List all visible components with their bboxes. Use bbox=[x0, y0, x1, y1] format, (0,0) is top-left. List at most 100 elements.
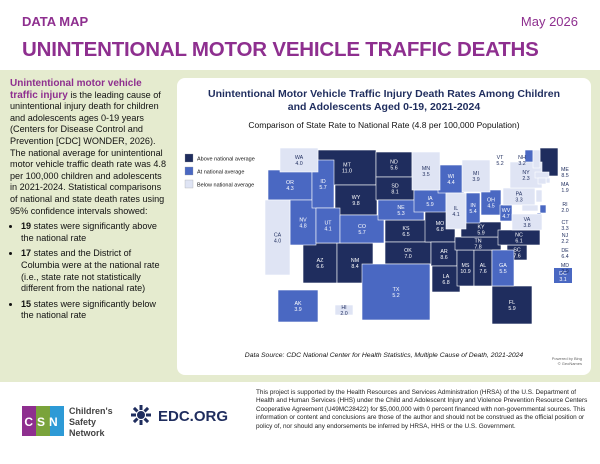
kicker: DATA MAP bbox=[22, 14, 89, 29]
legend-swatch bbox=[184, 179, 194, 189]
ray bbox=[143, 406, 150, 413]
sidebar: Unintentional motor vehicle traffic inju… bbox=[10, 78, 170, 326]
bullet: 19 states were significantly above the n… bbox=[21, 221, 170, 244]
state-value: 3.5 bbox=[422, 172, 429, 178]
state-abbr: IN bbox=[470, 203, 475, 209]
state-value: 7.0 bbox=[404, 254, 411, 260]
state-abbr: NM bbox=[351, 258, 359, 264]
date: May 2026 bbox=[520, 14, 578, 29]
state-abbr: HI bbox=[341, 305, 346, 311]
state-abbr: IL bbox=[454, 206, 458, 212]
state-abbr: MT bbox=[343, 163, 351, 169]
icon-core bbox=[137, 411, 145, 419]
state-value: 6.1 bbox=[515, 239, 522, 245]
bullets: 19 states were significantly above the n… bbox=[10, 221, 170, 322]
state-abbr: KS bbox=[402, 226, 410, 232]
state-abbr: WY bbox=[352, 195, 361, 201]
state-value: 8.1 bbox=[391, 190, 398, 196]
state-value: 4.1 bbox=[324, 227, 331, 233]
state-abbr: MO bbox=[436, 221, 445, 227]
ray bbox=[143, 417, 150, 424]
state bbox=[521, 204, 539, 212]
state-value: 1.9 bbox=[561, 188, 568, 194]
legend-label: Below national average bbox=[197, 183, 254, 189]
bullet-text: states were significantly below the nati… bbox=[21, 298, 156, 321]
csn-logo: CSN Children's Safety Network bbox=[22, 400, 132, 449]
state-abbr: CA bbox=[274, 233, 282, 239]
ray bbox=[131, 413, 136, 417]
state-abbr: VA bbox=[524, 217, 531, 223]
logo-name: Safety bbox=[69, 417, 96, 427]
logo-name: Network bbox=[69, 428, 106, 438]
state-value: 3.3 bbox=[515, 198, 522, 204]
state-value: 9.8 bbox=[352, 201, 359, 207]
state bbox=[411, 151, 441, 191]
legend-label: At national average bbox=[197, 170, 244, 176]
state bbox=[279, 147, 319, 173]
title: UNINTENTIONAL MOTOR VEHICLE TRAFFIC DEAT… bbox=[22, 38, 539, 61]
state-abbr: AR bbox=[440, 249, 448, 255]
credit: © GeoNames bbox=[558, 361, 582, 366]
state-abbr: OH bbox=[487, 198, 495, 204]
legend-swatch bbox=[184, 153, 194, 163]
state bbox=[334, 304, 354, 316]
state-callout bbox=[554, 268, 572, 283]
state-abbr: NC bbox=[515, 233, 523, 239]
state-abbr: CO bbox=[358, 224, 366, 230]
state-value: 4.4 bbox=[447, 180, 454, 186]
state-value: 4.3 bbox=[286, 186, 293, 192]
logo-block bbox=[36, 406, 50, 436]
state-abbr: OR bbox=[286, 180, 294, 186]
state-value: 7.6 bbox=[479, 269, 486, 275]
csn-icon: CSN Children's Safety Network bbox=[22, 406, 113, 438]
state-abbr: NH bbox=[518, 155, 526, 161]
state-abbr: NE bbox=[397, 205, 405, 211]
state-value: 3.1 bbox=[559, 277, 566, 283]
state bbox=[445, 192, 467, 230]
bullet: 15 states were significantly below the n… bbox=[21, 299, 170, 322]
state bbox=[532, 149, 541, 169]
lead: Unintentional motor vehicle traffic inju… bbox=[10, 78, 142, 101]
state-abbr: MN bbox=[422, 166, 430, 172]
bullet-count: 15 bbox=[21, 298, 32, 309]
edc-logo: EDC.ORG bbox=[158, 408, 229, 425]
logo-name: Children's bbox=[69, 406, 113, 416]
legend-swatch bbox=[184, 166, 194, 176]
state-value: 8.5 bbox=[561, 173, 568, 179]
state bbox=[277, 289, 319, 323]
intro: is the leading cause of unintentional in… bbox=[10, 89, 167, 216]
map-subtitle: Comparison of State Rate to National Rat… bbox=[248, 120, 519, 130]
state-value: 4.0 bbox=[274, 239, 281, 245]
state bbox=[491, 249, 515, 287]
state-value: 2.0 bbox=[561, 208, 568, 214]
state bbox=[461, 159, 491, 193]
state-abbr: TN bbox=[474, 239, 481, 245]
state-value: 10.9 bbox=[460, 269, 470, 275]
state-abbr: MS bbox=[462, 263, 470, 269]
state-abbr: IA bbox=[427, 196, 432, 202]
state bbox=[431, 265, 461, 293]
state-value: 4.0 bbox=[295, 161, 302, 167]
edc-icon bbox=[131, 405, 151, 425]
state bbox=[302, 242, 338, 284]
state-value: 5.2 bbox=[496, 161, 503, 167]
state-value: 4.1 bbox=[452, 212, 459, 218]
state-abbr: NV bbox=[299, 218, 307, 224]
state bbox=[539, 204, 547, 214]
state-abbr: RI bbox=[562, 202, 567, 208]
state bbox=[264, 199, 291, 276]
state-abbr: CT bbox=[561, 220, 569, 226]
state bbox=[535, 189, 543, 203]
state-abbr: AZ bbox=[317, 258, 325, 264]
state-abbr: ND bbox=[390, 160, 398, 166]
state-value: 7.8 bbox=[474, 245, 481, 251]
state-abbr: WV bbox=[502, 208, 511, 214]
state-value: 5.7 bbox=[358, 230, 365, 236]
state-value: 5.2 bbox=[392, 293, 399, 299]
state-abbr: VT bbox=[497, 155, 505, 161]
state-abbr: WI bbox=[448, 174, 454, 180]
legend-label: Above national average bbox=[197, 157, 255, 163]
state-value: 6.8 bbox=[436, 227, 443, 233]
state-value: 5.9 bbox=[508, 306, 515, 312]
